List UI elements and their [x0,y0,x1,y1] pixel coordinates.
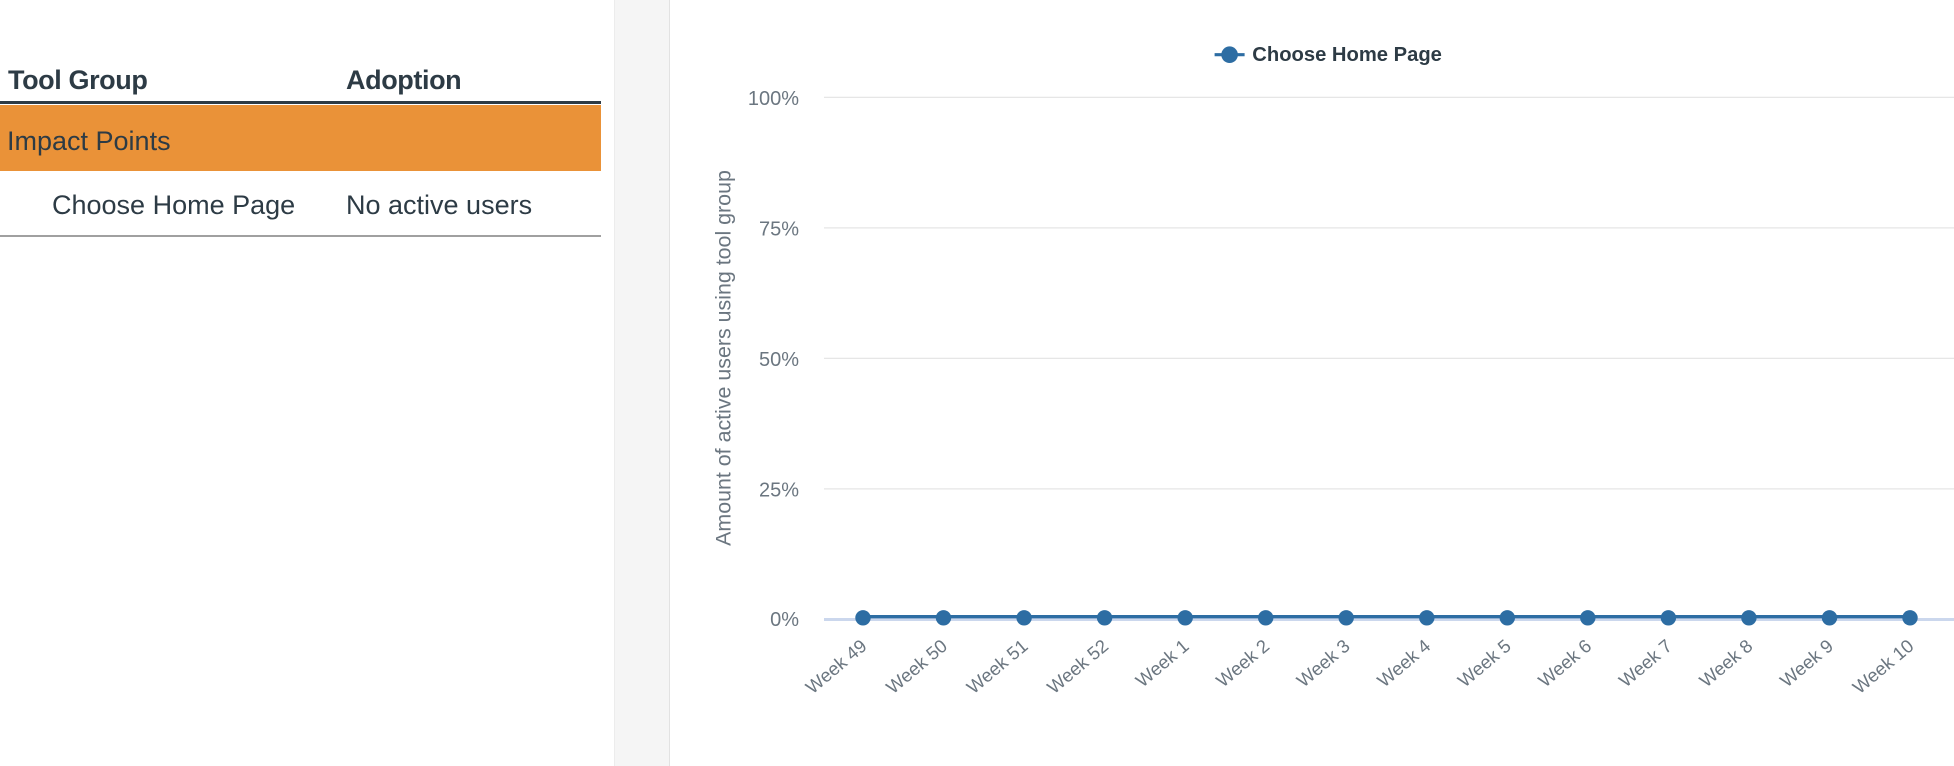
svg-text:Week 52: Week 52 [1043,635,1112,698]
svg-text:Week 2: Week 2 [1212,635,1273,691]
svg-text:0%: 0% [770,609,799,631]
svg-text:Week 5: Week 5 [1454,635,1515,691]
svg-text:25%: 25% [759,480,799,502]
svg-text:Week 51: Week 51 [962,635,1031,698]
svg-text:Week 6: Week 6 [1534,635,1595,691]
svg-text:Week 4: Week 4 [1373,635,1434,691]
svg-text:Week 8: Week 8 [1695,635,1756,691]
svg-text:Week 49: Week 49 [801,635,870,698]
svg-text:Amount of active users using t: Amount of active users using tool group [712,170,736,546]
svg-text:Choose Home Page: Choose Home Page [1252,44,1442,66]
svg-text:Week 1: Week 1 [1131,635,1192,691]
svg-text:50%: 50% [759,349,799,371]
svg-text:Week 10: Week 10 [1848,635,1917,698]
svg-text:Week 3: Week 3 [1292,635,1353,691]
svg-text:100%: 100% [748,88,799,110]
svg-text:75%: 75% [759,219,799,241]
svg-text:Week 7: Week 7 [1615,635,1676,691]
svg-text:Week 50: Week 50 [882,635,951,698]
svg-text:Week 9: Week 9 [1776,635,1837,691]
